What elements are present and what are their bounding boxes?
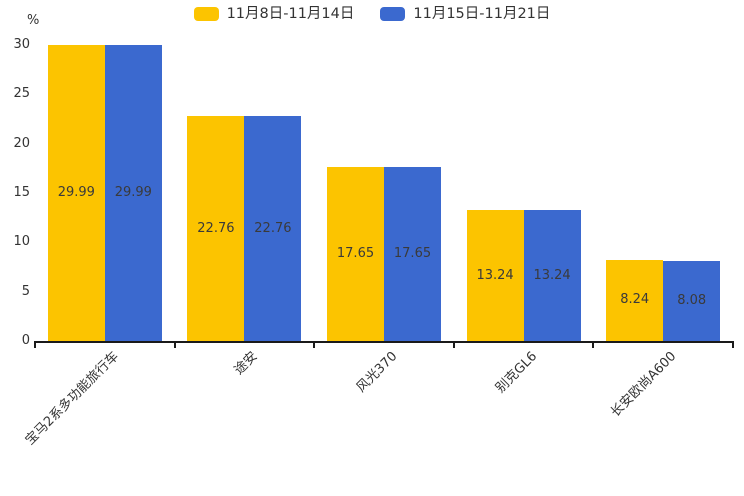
x-axis-category-label: 别克GL6 [493,349,541,397]
bar-value-label: 29.99 [57,185,95,201]
x-axis-category-label: 风光370 [354,349,401,396]
chart-legend: 11月8日-11月14日 11月15日-11月21日 [0,7,744,22]
bar-series-2 [663,261,721,341]
bar-series-1 [187,116,245,341]
legend-item-2[interactable]: 11月15日-11月21日 [380,7,550,22]
legend-item-1[interactable]: 11月8日-11月14日 [193,6,355,22]
bar-series-1 [466,210,524,341]
x-axis-tick [34,341,36,348]
y-axis-tick-label: 0 [21,333,30,348]
x-axis-category-label: 途安 [232,349,262,379]
bar-series-2 [104,45,162,341]
x-axis-category-label: 宝马2系多功能旅行车 [22,349,122,449]
y-axis-tick-label: 15 [13,185,30,200]
bar-value-label: 17.65 [393,245,432,261]
y-axis-tick-label: 30 [13,37,30,52]
bar-value-label: 17.65 [336,245,375,261]
y-axis-tick-label: 20 [13,135,30,151]
bar-series-1 [327,166,384,341]
bar-value-label: 13.24 [476,267,514,283]
x-axis-line [35,341,733,343]
bar-series-2 [523,210,581,341]
bar-value-label: 8.24 [620,292,650,308]
x-axis-tick [452,341,455,348]
x-axis-tick [173,341,176,348]
legend-label: 11月8日-11月14日 [226,6,355,22]
bar-value-label: 13.24 [533,267,571,283]
y-axis-tick-label: 25 [13,86,30,102]
bar-value-label: 8.08 [677,293,707,309]
x-axis-tick [732,341,734,348]
bar-series-2 [244,116,302,341]
x-axis-category-label: 长安欧尚A600 [608,349,680,421]
bar-series-2 [384,166,441,341]
bar-series-1 [47,45,105,341]
bar-value-label: 29.99 [114,185,152,201]
bar-value-label: 22.76 [197,220,235,236]
bar-value-label: 22.76 [254,220,292,236]
legend-swatch-icon [193,7,219,22]
legend-label: 11月15日-11月21日 [413,6,551,22]
y-axis-tick-label: 5 [21,283,30,299]
y-axis-tick-label: 10 [13,234,30,250]
legend-swatch-icon [380,7,406,22]
y-axis-unit-label: % [27,13,40,28]
x-axis-tick [592,341,595,348]
bar-series-1 [606,259,664,341]
x-axis-tick [313,341,316,348]
